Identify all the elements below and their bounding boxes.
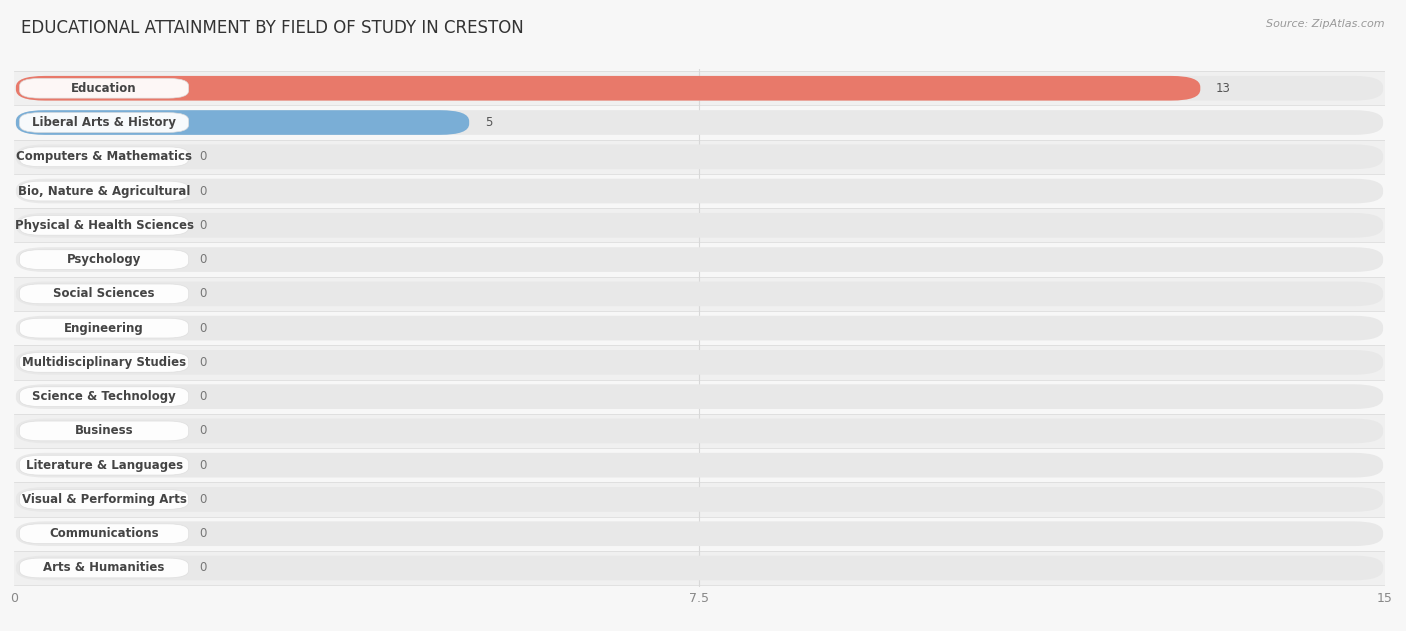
FancyBboxPatch shape	[20, 558, 188, 578]
Text: Multidisciplinary Studies: Multidisciplinary Studies	[22, 356, 186, 369]
FancyBboxPatch shape	[15, 247, 1384, 272]
Text: 0: 0	[200, 390, 207, 403]
FancyBboxPatch shape	[14, 71, 1385, 105]
FancyBboxPatch shape	[20, 524, 188, 543]
Text: Arts & Humanities: Arts & Humanities	[44, 562, 165, 574]
FancyBboxPatch shape	[20, 490, 188, 509]
FancyBboxPatch shape	[20, 421, 188, 441]
Text: 0: 0	[200, 562, 207, 574]
FancyBboxPatch shape	[15, 213, 1384, 238]
FancyBboxPatch shape	[14, 379, 1385, 414]
FancyBboxPatch shape	[14, 208, 1385, 242]
FancyBboxPatch shape	[15, 179, 1384, 203]
Text: 0: 0	[200, 425, 207, 437]
FancyBboxPatch shape	[14, 482, 1385, 517]
FancyBboxPatch shape	[15, 76, 1201, 100]
FancyBboxPatch shape	[15, 384, 1384, 409]
FancyBboxPatch shape	[20, 181, 188, 201]
Text: Computers & Mathematics: Computers & Mathematics	[15, 150, 193, 163]
FancyBboxPatch shape	[20, 353, 188, 372]
Text: 0: 0	[200, 150, 207, 163]
Text: Source: ZipAtlas.com: Source: ZipAtlas.com	[1267, 19, 1385, 29]
Text: Social Sciences: Social Sciences	[53, 287, 155, 300]
FancyBboxPatch shape	[15, 487, 1384, 512]
Text: Literature & Languages: Literature & Languages	[25, 459, 183, 472]
Text: 0: 0	[200, 356, 207, 369]
FancyBboxPatch shape	[20, 78, 188, 98]
Text: Science & Technology: Science & Technology	[32, 390, 176, 403]
FancyBboxPatch shape	[14, 277, 1385, 311]
Text: Business: Business	[75, 425, 134, 437]
Text: Physical & Health Sciences: Physical & Health Sciences	[14, 219, 194, 232]
Text: Education: Education	[72, 82, 136, 95]
Text: 0: 0	[200, 493, 207, 506]
FancyBboxPatch shape	[15, 521, 1384, 546]
FancyBboxPatch shape	[20, 318, 188, 338]
FancyBboxPatch shape	[15, 316, 1384, 341]
FancyBboxPatch shape	[14, 414, 1385, 448]
Text: Bio, Nature & Agricultural: Bio, Nature & Agricultural	[18, 184, 190, 198]
FancyBboxPatch shape	[15, 556, 1384, 581]
Text: 0: 0	[200, 253, 207, 266]
Text: Psychology: Psychology	[67, 253, 141, 266]
FancyBboxPatch shape	[15, 281, 1384, 306]
FancyBboxPatch shape	[15, 110, 470, 135]
FancyBboxPatch shape	[14, 345, 1385, 379]
FancyBboxPatch shape	[20, 147, 188, 167]
FancyBboxPatch shape	[14, 517, 1385, 551]
Text: 0: 0	[200, 219, 207, 232]
Text: EDUCATIONAL ATTAINMENT BY FIELD OF STUDY IN CRESTON: EDUCATIONAL ATTAINMENT BY FIELD OF STUDY…	[21, 19, 524, 37]
Text: 13: 13	[1216, 82, 1230, 95]
FancyBboxPatch shape	[14, 105, 1385, 139]
FancyBboxPatch shape	[15, 350, 1384, 375]
Text: 0: 0	[200, 322, 207, 334]
FancyBboxPatch shape	[14, 174, 1385, 208]
FancyBboxPatch shape	[15, 76, 1384, 100]
Text: 0: 0	[200, 184, 207, 198]
Text: 5: 5	[485, 116, 492, 129]
FancyBboxPatch shape	[15, 144, 1384, 169]
Text: 0: 0	[200, 287, 207, 300]
FancyBboxPatch shape	[15, 453, 1384, 478]
Text: Visual & Performing Arts: Visual & Performing Arts	[21, 493, 187, 506]
FancyBboxPatch shape	[15, 418, 1384, 443]
FancyBboxPatch shape	[20, 387, 188, 406]
FancyBboxPatch shape	[20, 113, 188, 133]
FancyBboxPatch shape	[14, 139, 1385, 174]
Text: 0: 0	[200, 459, 207, 472]
FancyBboxPatch shape	[14, 448, 1385, 482]
Text: 0: 0	[200, 528, 207, 540]
Text: Communications: Communications	[49, 528, 159, 540]
FancyBboxPatch shape	[14, 551, 1385, 585]
FancyBboxPatch shape	[20, 284, 188, 304]
FancyBboxPatch shape	[20, 250, 188, 269]
FancyBboxPatch shape	[20, 456, 188, 475]
Text: Liberal Arts & History: Liberal Arts & History	[32, 116, 176, 129]
Text: Engineering: Engineering	[65, 322, 143, 334]
FancyBboxPatch shape	[15, 110, 1384, 135]
FancyBboxPatch shape	[14, 242, 1385, 277]
FancyBboxPatch shape	[14, 311, 1385, 345]
FancyBboxPatch shape	[20, 215, 188, 235]
